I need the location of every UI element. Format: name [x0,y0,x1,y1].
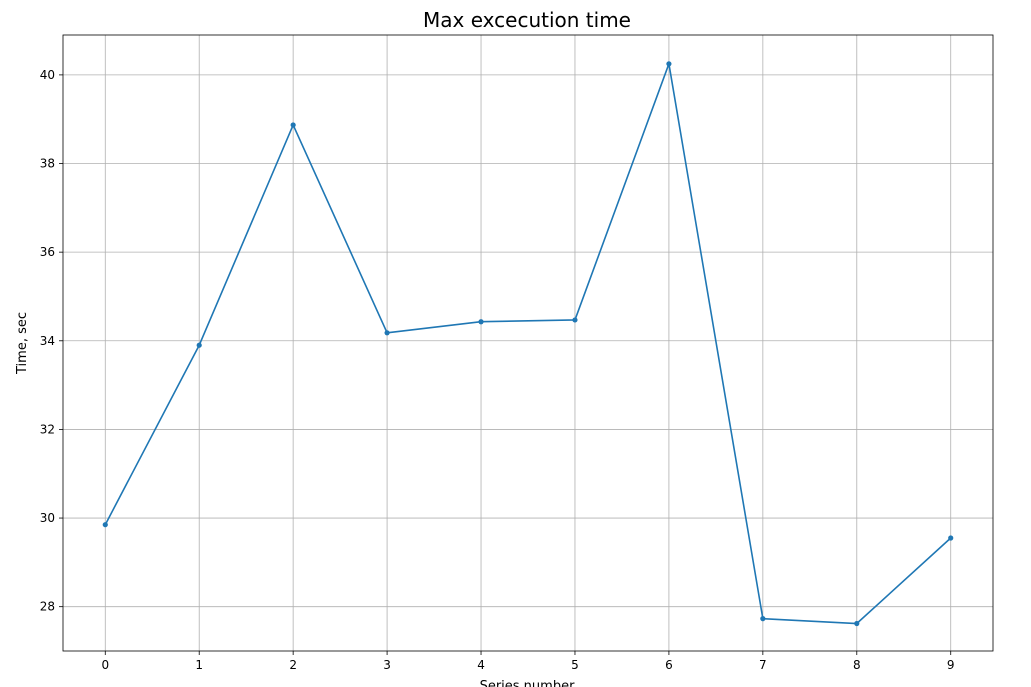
x-tick-label: 2 [289,658,297,672]
series-line [104,63,952,625]
y-tick-label: 40 [40,68,55,82]
y-axis-label: Time, sec [15,312,30,375]
x-tick-label: 4 [477,658,485,672]
data-point [666,61,672,67]
axes-frame [62,34,994,652]
y-tick-label: 30 [40,511,55,525]
data-point [290,122,296,128]
x-tick-label: 9 [947,658,955,672]
data-point [854,620,860,627]
y-tick-label: 32 [40,422,55,436]
grid-layer [63,35,993,651]
x-axis-label: Series number [480,679,576,687]
y-tick-label: 38 [40,157,55,171]
x-tick-label: 1 [195,658,203,672]
series-layer [102,61,954,627]
x-tick-label: 7 [759,658,767,672]
x-tick-label: 5 [571,658,579,672]
data-point [948,535,954,541]
y-tick-label: 28 [40,600,55,614]
x-tick-label: 8 [853,658,861,672]
data-point [760,616,766,622]
data-point [572,317,578,323]
y-tick-label: 34 [40,334,55,348]
data-point [384,330,390,336]
x-tick-label: 0 [101,658,109,672]
plot-frame [62,34,994,652]
x-tick-label: 6 [665,658,673,672]
data-point [102,522,108,528]
chart-title: Max excecution time [423,8,631,32]
y-tick-label: 36 [40,245,55,259]
data-point [196,342,202,348]
data-point [478,319,484,325]
x-tick-label: 3 [383,658,391,672]
